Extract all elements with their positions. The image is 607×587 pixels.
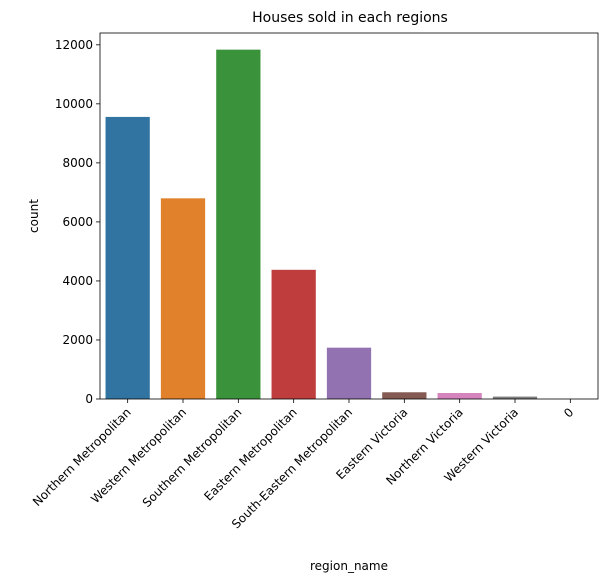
y-tick-label-0: 0 (85, 392, 93, 406)
x-tick-label-3: Eastern Metropolitan (201, 405, 299, 503)
bar-3 (272, 270, 316, 399)
y-tick-label-3: 6000 (62, 215, 93, 229)
y-tick-label-6: 12000 (55, 38, 93, 52)
y-tick-label-2: 4000 (62, 274, 93, 288)
bar-4 (327, 348, 371, 399)
x-tick-label-1: Western Metropolitan (88, 405, 189, 506)
y-axis-ticks: 0 2000 4000 6000 8000 10000 12000 (55, 38, 100, 406)
x-tick-label-8: 0 (561, 405, 576, 420)
y-tick-label-5: 10000 (55, 97, 93, 111)
y-axis-label: count (27, 199, 41, 233)
bars-group (106, 50, 593, 399)
chart-title: Houses sold in each regions (252, 10, 448, 26)
bar-2 (216, 50, 260, 399)
bar-6 (438, 393, 482, 399)
bar-1 (161, 198, 205, 399)
x-axis-label: region_name (310, 559, 388, 573)
x-tick-label-2: Southern Metropolitan (140, 405, 245, 510)
y-tick-label-1: 2000 (62, 333, 93, 347)
bar-0 (106, 117, 150, 399)
y-tick-label-4: 8000 (62, 156, 93, 170)
x-tick-label-0: Northern Metropolitan (30, 405, 134, 509)
bar-5 (382, 392, 426, 399)
